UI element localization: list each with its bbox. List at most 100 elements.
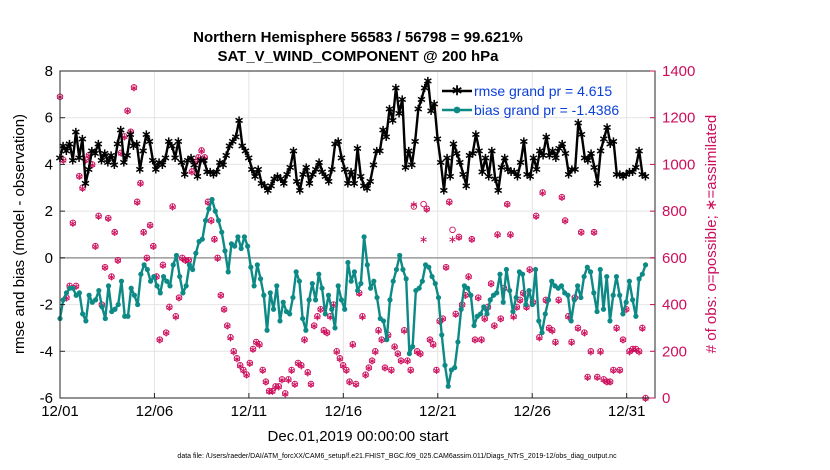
bias-point: [536, 318, 542, 324]
bias-point: [468, 292, 474, 298]
obs-assimilated-point: ∗: [329, 299, 338, 312]
bias-point: [503, 266, 510, 273]
obs-assimilated-point: ∗: [525, 264, 534, 277]
bias-point: [526, 287, 532, 294]
obs-possible-point: [105, 214, 112, 222]
obs-possible-point: [433, 366, 440, 374]
obs-assimilated-point: ∗: [223, 320, 232, 333]
bias-point: [345, 259, 351, 266]
obs-possible-point: [301, 336, 308, 343]
x-axis-label: Dec.01,2019 00:00:00 start: [268, 428, 450, 445]
rmse-point: ∗: [522, 167, 533, 182]
bias-point: [558, 283, 565, 289]
rmse-point: ∗: [288, 144, 299, 159]
obs-possible-point: [95, 212, 102, 220]
bias-point: [419, 278, 425, 284]
bias-point: [319, 285, 325, 291]
bias-point: [591, 290, 597, 296]
bias-point: [232, 243, 238, 249]
obs-assimilated-point: ∗: [155, 334, 164, 347]
obs-possible-point: [481, 315, 488, 322]
obs-assimilated-point: ∗: [59, 154, 68, 167]
obs-assimilated-point: ∗: [612, 322, 621, 335]
obs-assimilated-point: ∗: [133, 196, 142, 209]
obs-possible-point: [224, 322, 231, 329]
obs-assimilated-point: ∗: [380, 362, 389, 375]
obs-assimilated-point: ∗: [248, 343, 257, 356]
bias-point: [135, 301, 141, 308]
rmse-point: ∗: [419, 81, 430, 96]
obs-assimilated-point: ∗: [367, 355, 376, 368]
y-tick-label-right: 1000: [662, 156, 695, 173]
bias-point: [626, 278, 632, 284]
obs-assimilated-point: ∗: [554, 294, 563, 307]
rmse-point: ∗: [128, 139, 139, 154]
obs-assimilated-point: ∗: [355, 287, 364, 300]
rmse-point: ∗: [563, 167, 574, 182]
rmse-point: ∗: [224, 139, 235, 154]
rmse-point: ∗: [535, 144, 546, 159]
rmse-point: ∗: [131, 137, 142, 152]
bias-point: [147, 278, 154, 284]
obs-assimilated-point: ∗: [149, 240, 158, 253]
bias-point: [60, 297, 66, 303]
bias-point: [364, 262, 370, 268]
rmse-point: ∗: [368, 158, 379, 173]
rmse-point: ∗: [503, 163, 514, 178]
rmse-point: ∗: [71, 125, 82, 140]
bias-point: [348, 278, 354, 284]
bias-point: [303, 327, 309, 333]
axes: 12/01 12/06 12/11 12/16 12/21 12/26 12/31 -6 -4 -…: [40, 63, 696, 420]
obs-assimilated-point: ∗: [213, 252, 222, 265]
obs-possible-point: [304, 369, 311, 376]
obs-possible-point: [249, 345, 257, 353]
obs-assimilated-point: ∗: [377, 334, 386, 347]
rmse-point: ∗: [266, 179, 277, 194]
rmse-point: ∗: [531, 163, 542, 178]
bias-point: [235, 234, 241, 240]
bias-point: [510, 308, 516, 315]
bias-point: [397, 252, 403, 259]
rmse-point: ∗: [375, 144, 386, 159]
obs-assimilated-point: ∗: [139, 226, 148, 239]
bias-point: [613, 273, 620, 280]
bias-point: [193, 250, 199, 256]
legend-marker-rmse: ∗: [451, 82, 464, 99]
bias-point: [131, 292, 138, 298]
bias-point: [620, 311, 626, 317]
obs-assimilated-point: ∗: [71, 280, 80, 293]
bias-point: [610, 292, 616, 298]
bias-point: [630, 297, 636, 303]
bias-point: [186, 262, 193, 268]
obs-possible-point: [269, 387, 276, 395]
rmse-point: ∗: [282, 167, 293, 182]
bias-point: [471, 322, 477, 329]
obs-assimilated-point: ∗: [557, 191, 566, 204]
rmse-point: ∗: [349, 177, 360, 192]
obs-possible-point: [497, 315, 505, 322]
obs-possible-point: [256, 341, 263, 348]
bias-point: [277, 318, 283, 324]
bias-point: [584, 264, 590, 270]
obs-assimilated-point: ∗: [544, 322, 553, 335]
rmse-point: ∗: [544, 149, 555, 164]
bias-point: [280, 299, 286, 305]
obs-possible-point: [532, 212, 540, 220]
obs-possible-point: [166, 303, 173, 311]
obs-assimilated-point: ∗: [371, 345, 380, 358]
obs-possible-point: [365, 364, 373, 371]
bias-point: [128, 285, 134, 291]
bias-point: [477, 311, 484, 317]
obs-assimilated-point: ∗: [219, 303, 228, 316]
rmse-point: ∗: [471, 128, 482, 143]
rmse-point: ∗: [403, 144, 414, 159]
rmse-point: ∗: [410, 135, 421, 150]
bias-point: [380, 318, 387, 324]
obs-assimilated-point: ∗: [91, 240, 100, 253]
obs-assimilated-point: ∗: [342, 364, 351, 377]
bias-point: [367, 285, 374, 291]
bias-point: [390, 278, 396, 284]
obs-assimilated-point: ∗: [335, 352, 344, 365]
bias-point: [513, 294, 519, 301]
bias-point: [257, 276, 264, 282]
